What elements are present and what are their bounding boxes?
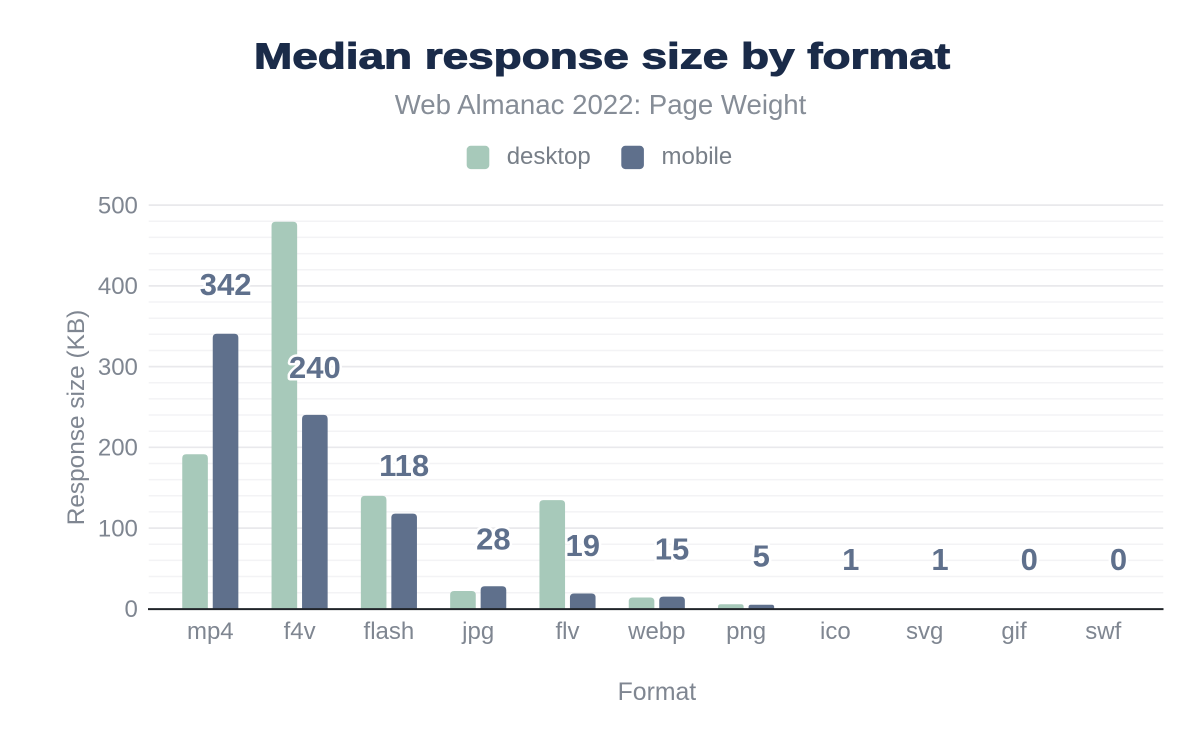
svg-text:gif: gif [1001,618,1027,645]
svg-text:jpg: jpg [461,618,494,645]
svg-text:mobile: mobile [662,143,733,170]
svg-text:300: 300 [98,354,138,381]
svg-text:240: 240 [289,350,341,385]
svg-text:flash: flash [364,618,415,645]
svg-text:mp4: mp4 [187,618,234,645]
svg-text:1: 1 [931,542,948,577]
svg-text:svg: svg [906,618,943,645]
svg-text:100: 100 [98,515,138,542]
svg-text:15: 15 [655,532,689,567]
svg-text:5: 5 [753,539,770,574]
svg-text:400: 400 [98,273,138,300]
svg-text:1: 1 [842,542,859,577]
svg-text:png: png [726,618,766,645]
svg-text:flv: flv [556,618,580,645]
svg-text:0: 0 [1110,542,1127,577]
svg-text:118: 118 [379,448,429,483]
svg-text:desktop: desktop [507,143,591,170]
svg-text:0: 0 [1021,542,1038,577]
svg-text:500: 500 [98,192,138,219]
svg-text:Format: Format [618,679,697,706]
svg-text:19: 19 [566,528,600,563]
svg-text:f4v: f4v [284,618,316,645]
svg-text:Web Almanac 2022: Page Weight: Web Almanac 2022: Page Weight [395,89,807,120]
svg-text:webp: webp [627,618,685,645]
svg-text:28: 28 [476,521,510,556]
svg-text:0: 0 [125,596,138,623]
svg-text:ico: ico [820,618,851,645]
svg-text:342: 342 [200,267,252,302]
svg-text:200: 200 [98,435,138,462]
svg-text:swf: swf [1085,618,1121,645]
svg-text:Median response size by format: Median response size by format [254,37,950,77]
svg-text:Response size (KB): Response size (KB) [63,310,90,526]
